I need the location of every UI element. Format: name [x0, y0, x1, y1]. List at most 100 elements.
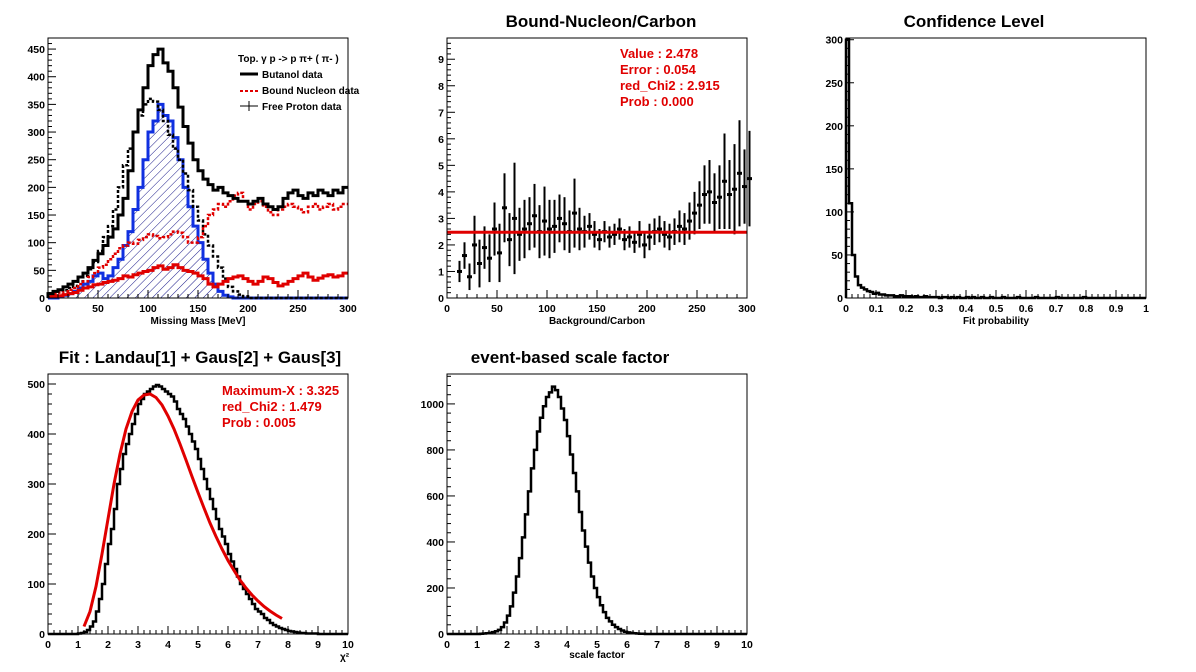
p4-ytick-label: 0	[39, 629, 45, 641]
p3-ytick-label: 250	[825, 78, 843, 90]
p3-ytick-label: 150	[825, 164, 843, 176]
p1-xtick-label: 300	[339, 303, 357, 315]
p5-axes: 0 1 2 3 4 5 6 7 8 9 10 0 200 400 600 800 1000	[421, 375, 753, 651]
p2-xlabel: Background/Carbon	[549, 316, 645, 327]
p5-xtick-label: 0	[444, 639, 450, 651]
p4-xtick-label: 4	[165, 639, 171, 651]
p3-ytick-label: 100	[825, 207, 843, 219]
p3-xtick-label: 0.3	[929, 303, 944, 315]
p3-plot-marks	[844, 38, 1146, 300]
p3-xtick-label: 0.7	[1049, 303, 1064, 315]
p2-xtick-label: 0	[444, 303, 450, 315]
p1-ytick-label: 300	[27, 127, 45, 139]
p5-xtick-label: 3	[534, 639, 540, 651]
p3-ytick-label: 0	[837, 293, 843, 305]
p2-stat-prob: Prob : 0.000	[620, 94, 694, 109]
p2-plot-marks	[447, 120, 752, 291]
p2-stat-chi2: red_Chi2 : 2.915	[620, 78, 720, 93]
p4-xtick-label: 1	[75, 639, 81, 651]
p3-xtick-label: 0.8	[1079, 303, 1094, 315]
p1-ytick-label: 150	[27, 210, 45, 222]
p2-ytick-label: 7	[438, 107, 444, 119]
p3-xtick-label: 0.2	[899, 303, 914, 315]
p2-xtick-label: 150	[588, 303, 606, 315]
p1-xtick-label: 100	[139, 303, 157, 315]
p2-ytick-label: 0	[438, 293, 444, 305]
p2-stat-error: Error : 0.054	[620, 62, 697, 77]
p4-stats: Maximum-X : 3.325 red_Chi2 : 1.479 Prob …	[222, 383, 339, 430]
p2-ytick-label: 3	[438, 213, 444, 225]
panel-scale-factor: event-based scale factor 0 1 2 3 4 5 6 7 8 9 10 0 20…	[421, 348, 753, 661]
p1-xlabel: Missing Mass [MeV]	[150, 316, 245, 327]
p1-ytick-label: 50	[33, 265, 45, 277]
p5-xlabel: scale factor	[569, 650, 625, 661]
panel-missing-mass: 0 50 100 150 200 250 300 0 50 100 150 200 250 300 350 4…	[27, 37, 360, 327]
p4-xtick-label: 7	[255, 639, 261, 651]
p1-legend-bound: Bound Nucleon data	[262, 86, 360, 97]
p1-ytick-label: 0	[39, 293, 45, 305]
p4-xtick-label: 0	[45, 639, 51, 651]
p5-xtick-label: 5	[594, 639, 600, 651]
p1-xtick-label: 200	[239, 303, 257, 315]
p2-ytick-label: 4	[438, 187, 444, 199]
p5-title: event-based scale factor	[471, 348, 670, 367]
p4-fit-curve	[82, 392, 283, 628]
p5-xtick-label: 7	[654, 639, 660, 651]
p2-xtick-label: 250	[688, 303, 706, 315]
p2-ytick-label: 5	[438, 160, 444, 172]
p3-xtick-label: 1	[1143, 303, 1149, 315]
p4-xtick-label: 9	[315, 639, 321, 651]
p3-ytick-label: 50	[831, 250, 843, 262]
p4-stat-prob: Prob : 0.005	[222, 415, 296, 430]
p3-xtick-label: 0.6	[1019, 303, 1034, 315]
p2-xtick-label: 50	[491, 303, 503, 315]
p2-ytick-label: 8	[438, 81, 444, 93]
p3-xtick-label: 0.1	[869, 303, 884, 315]
p1-xtick-label: 250	[289, 303, 307, 315]
p4-xtick-label: 10	[342, 639, 354, 651]
p5-xtick-label: 4	[564, 639, 570, 651]
p4-xtick-label: 3	[135, 639, 141, 651]
p2-ytick-label: 1	[438, 266, 444, 278]
p3-ytick-label: 200	[825, 121, 843, 133]
p2-ytick-label: 9	[438, 54, 444, 66]
p4-ytick-label: 400	[27, 429, 45, 441]
p1-series-butanol	[46, 47, 348, 298]
p3-xtick-label: 0	[843, 303, 849, 315]
p5-plot-marks	[447, 385, 747, 636]
p1-ytick-label: 100	[27, 238, 45, 250]
p3-xtick-label: 0.5	[989, 303, 1004, 315]
p1-xtick-label: 150	[189, 303, 207, 315]
p1-series-bound-nucleon-low	[46, 263, 348, 299]
p5-xtick-label: 2	[504, 639, 510, 651]
p4-xtick-label: 8	[285, 639, 291, 651]
p5-ytick-label: 400	[426, 537, 444, 549]
p3-xtick-label: 0.9	[1109, 303, 1124, 315]
p3-histogram	[844, 38, 1146, 300]
p2-xtick-label: 100	[538, 303, 556, 315]
p4-xlabel: χ²	[340, 652, 350, 663]
panel-bound-nucleon-carbon: Bound-Nucleon/Carbon 0 50 100 150 200 250 3000…	[438, 12, 756, 327]
p4-ytick-label: 300	[27, 479, 45, 491]
p4-stat-maxx: Maximum-X : 3.325	[222, 383, 339, 398]
p2-stats: Value : 2.478 Error : 0.054 red_Chi2 : 2…	[620, 46, 720, 109]
p4-title: Fit : Landau[1] + Gaus[2] + Gaus[3]	[59, 348, 341, 367]
p4-xtick-label: 6	[225, 639, 231, 651]
p1-legend: Top. γ p -> p π+ ( π- ) Butanol data Bou…	[238, 54, 360, 113]
p5-xtick-label: 9	[714, 639, 720, 651]
p5-xtick-label: 6	[624, 639, 630, 651]
p5-ytick-label: 800	[426, 445, 444, 457]
p3-ytick-label: 300	[825, 35, 843, 47]
panel-confidence-level: Confidence Level 0 0.1 0.2 0.3 0.4 0.5 0.6 0.7 0…	[825, 12, 1149, 327]
p5-ytick-label: 600	[426, 491, 444, 503]
p5-xtick-label: 10	[741, 639, 753, 651]
p4-plot-marks	[48, 383, 348, 636]
p3-title: Confidence Level	[904, 12, 1045, 31]
p2-stat-value: Value : 2.478	[620, 46, 698, 61]
p3-xtick-label: 0.4	[959, 303, 974, 315]
p3-xlabel: Fit probability	[963, 316, 1030, 327]
p3-frame	[845, 37, 1147, 299]
p1-xtick-label: 50	[92, 303, 104, 315]
